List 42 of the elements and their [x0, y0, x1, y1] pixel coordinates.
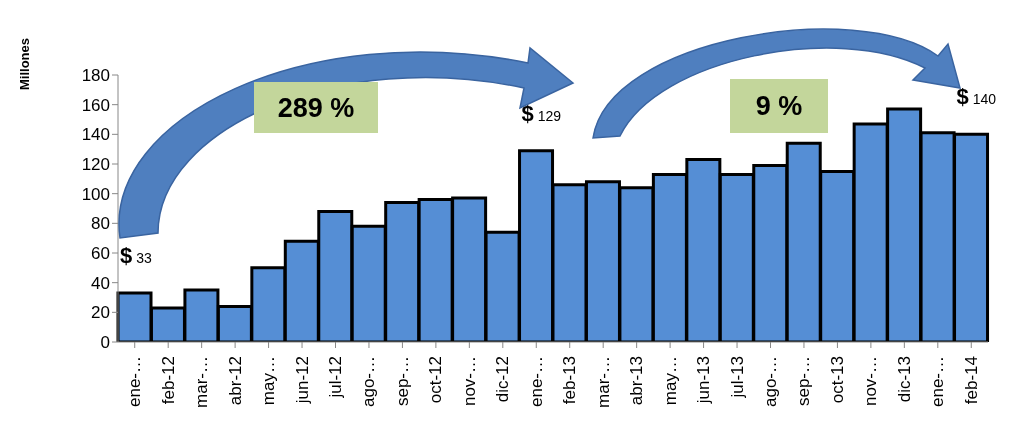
- y-tick-label: 20: [91, 303, 110, 323]
- annotation: 9 %: [755, 91, 803, 121]
- x-tick-label: oct-12: [426, 356, 446, 404]
- x-tick-label: feb-12: [158, 356, 178, 405]
- x-tick-label: jul-12: [326, 356, 345, 399]
- x-tick-label: ene-…: [928, 356, 948, 408]
- x-tick-label: jun-12: [292, 356, 312, 405]
- x-tick-label: mar-…: [192, 356, 212, 408]
- y-axis-title: Millones: [16, 38, 32, 91]
- x-tick-label: abr-13: [627, 356, 647, 406]
- x-tick-label: ene-…: [125, 356, 145, 408]
- x-tick-label: may…: [259, 356, 279, 406]
- y-tick-label: 0: [100, 333, 110, 353]
- x-tick-label: mar-…: [593, 356, 613, 408]
- x-tick-label: nov-…: [459, 356, 479, 407]
- y-tick-label: 180: [81, 66, 110, 86]
- y-tick-label: 100: [81, 184, 110, 204]
- x-tick-label: jun-13: [694, 356, 714, 405]
- x-tick-label: oct-13: [827, 356, 847, 404]
- x-tick-label: abr-12: [225, 356, 245, 406]
- x-tick-label: nov-…: [861, 356, 881, 407]
- x-tick-label: jul-13: [727, 356, 747, 399]
- data-label: $ 129: [521, 100, 562, 126]
- x-tick-label: sep-…: [392, 356, 412, 407]
- x-tick-label: may…: [660, 356, 680, 406]
- x-tick-label: ago-…: [761, 356, 780, 408]
- x-tick-label: ago-…: [359, 356, 379, 408]
- data-label: $ 140: [956, 84, 997, 110]
- y-tick-label: 80: [91, 214, 110, 234]
- data-label: $ 33: [120, 243, 152, 269]
- x-tick-label: feb-13: [560, 356, 580, 405]
- y-tick-label: 120: [81, 155, 110, 175]
- x-tick-label: dic-12: [493, 356, 513, 403]
- annotation: 289 %: [277, 92, 355, 123]
- x-tick-label: dic-13: [894, 356, 914, 403]
- y-tick-label: 140: [81, 125, 110, 145]
- y-tick-label: 160: [81, 95, 110, 115]
- y-tick-label: 60: [91, 244, 110, 264]
- x-tick-label: sep-…: [794, 356, 814, 407]
- x-tick-label: feb-14: [961, 356, 981, 405]
- y-tick-label: 40: [91, 273, 110, 293]
- x-tick-label: ene-…: [526, 356, 546, 408]
